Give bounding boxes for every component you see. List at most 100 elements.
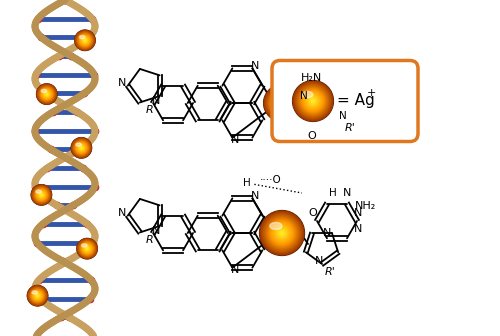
Circle shape [78, 34, 92, 47]
Circle shape [37, 191, 46, 199]
Circle shape [34, 291, 42, 300]
Circle shape [297, 85, 329, 117]
Circle shape [276, 97, 288, 109]
Circle shape [86, 247, 88, 250]
Circle shape [77, 239, 97, 259]
Circle shape [36, 295, 38, 297]
Circle shape [34, 188, 48, 202]
Circle shape [30, 288, 45, 303]
Circle shape [280, 100, 284, 106]
Circle shape [86, 247, 89, 250]
Circle shape [264, 214, 300, 252]
Circle shape [266, 88, 298, 118]
Circle shape [77, 143, 86, 152]
Circle shape [76, 143, 86, 153]
Circle shape [312, 99, 314, 102]
Circle shape [306, 94, 320, 108]
Text: N: N [343, 188, 351, 198]
Circle shape [46, 93, 48, 95]
Circle shape [78, 239, 97, 258]
Circle shape [296, 84, 330, 119]
Circle shape [44, 91, 50, 97]
Circle shape [274, 95, 289, 111]
Circle shape [30, 287, 46, 304]
Circle shape [82, 243, 93, 254]
Circle shape [40, 87, 54, 101]
Ellipse shape [76, 143, 82, 146]
Circle shape [74, 140, 89, 155]
Circle shape [82, 37, 88, 43]
Circle shape [81, 37, 88, 44]
Circle shape [78, 145, 84, 151]
Circle shape [260, 212, 304, 254]
Circle shape [80, 146, 83, 150]
Circle shape [277, 98, 287, 108]
Circle shape [82, 38, 87, 43]
Ellipse shape [82, 244, 87, 247]
Circle shape [43, 90, 51, 98]
Circle shape [36, 293, 40, 298]
Circle shape [296, 84, 330, 118]
Circle shape [304, 92, 322, 110]
Circle shape [80, 36, 90, 45]
Text: N: N [354, 224, 362, 234]
Circle shape [300, 87, 326, 115]
Circle shape [72, 138, 92, 158]
Circle shape [292, 81, 334, 121]
Circle shape [36, 190, 46, 200]
Text: N: N [231, 135, 239, 144]
Circle shape [73, 139, 90, 156]
Circle shape [76, 32, 93, 49]
Circle shape [40, 88, 54, 100]
Circle shape [87, 248, 88, 249]
Circle shape [270, 91, 294, 115]
Circle shape [298, 86, 328, 116]
Circle shape [28, 286, 47, 305]
Circle shape [267, 218, 297, 248]
Circle shape [296, 84, 330, 118]
Circle shape [79, 34, 91, 46]
Circle shape [84, 246, 89, 251]
Text: N: N [118, 208, 126, 218]
Circle shape [74, 141, 88, 155]
Circle shape [41, 88, 53, 100]
Circle shape [280, 232, 283, 235]
Circle shape [278, 98, 286, 108]
Circle shape [294, 83, 332, 120]
Circle shape [75, 30, 95, 50]
Circle shape [278, 99, 285, 107]
Circle shape [72, 138, 91, 157]
Circle shape [300, 88, 326, 114]
Circle shape [72, 138, 90, 157]
Circle shape [308, 96, 318, 106]
Text: N: N [315, 256, 323, 266]
Circle shape [44, 91, 51, 97]
Circle shape [42, 89, 52, 99]
Circle shape [260, 211, 304, 255]
Circle shape [36, 190, 47, 200]
Circle shape [37, 295, 38, 296]
Circle shape [302, 89, 324, 113]
Circle shape [32, 185, 50, 204]
Circle shape [80, 35, 90, 46]
Text: N: N [338, 111, 346, 121]
Circle shape [84, 40, 86, 41]
Circle shape [86, 248, 88, 249]
Circle shape [45, 92, 48, 96]
Circle shape [294, 82, 332, 120]
Circle shape [40, 193, 44, 197]
Circle shape [271, 222, 293, 244]
Text: N: N [323, 228, 331, 238]
Ellipse shape [302, 91, 313, 98]
Circle shape [75, 141, 88, 154]
Circle shape [39, 86, 54, 102]
Circle shape [272, 223, 292, 243]
Circle shape [273, 224, 291, 242]
Circle shape [36, 294, 40, 298]
Circle shape [270, 220, 294, 246]
Text: +: + [367, 88, 376, 98]
Circle shape [260, 211, 304, 255]
Circle shape [281, 102, 283, 104]
Circle shape [32, 290, 43, 301]
Circle shape [272, 224, 291, 242]
